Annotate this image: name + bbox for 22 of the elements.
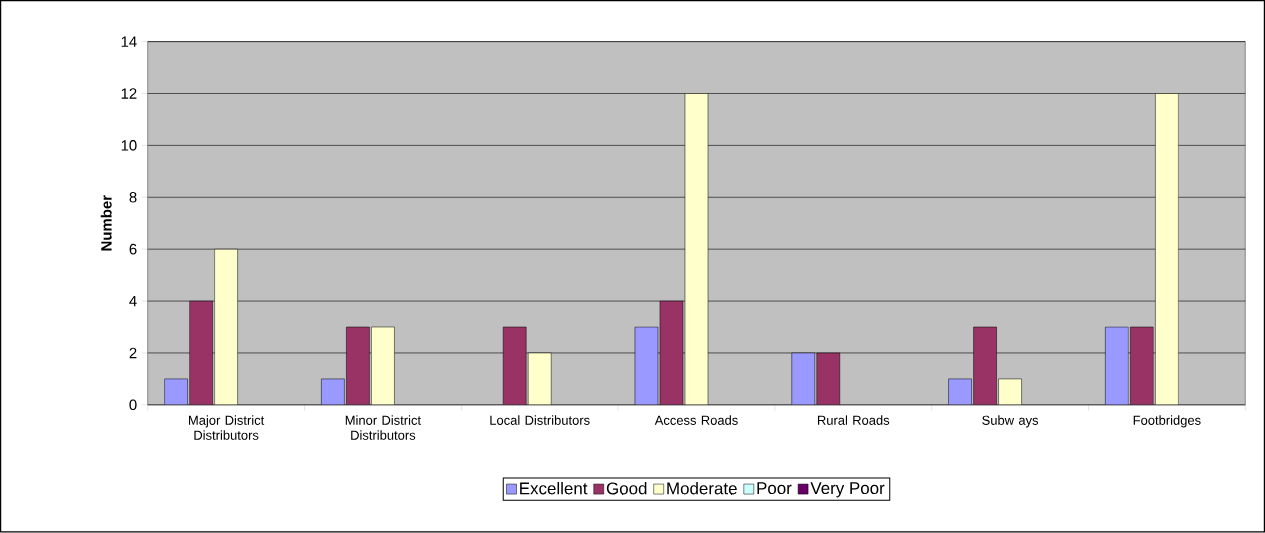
- legend-label: Moderate: [667, 482, 737, 495]
- y-tick-label: 0: [129, 399, 137, 411]
- y-tick-label: 8: [129, 192, 137, 203]
- x-tick-label: Rural Roads: [817, 415, 890, 426]
- y-tick-label: 12: [121, 88, 137, 99]
- legend-label: Very Poor: [810, 482, 885, 498]
- x-tick-label: Access Roads: [654, 415, 738, 426]
- y-tick-label: 2: [129, 347, 137, 359]
- legend-label: Good: [606, 482, 647, 495]
- x-tick-label: Footbridges: [1133, 415, 1201, 428]
- y-tick-label: 10: [121, 140, 137, 151]
- x-tick-label: Subw ays: [982, 415, 1039, 428]
- x-tick-label: Minor District Distributors: [345, 415, 421, 441]
- y-tick-label: 4: [129, 296, 137, 307]
- x-tick-label: Local Distributors: [490, 415, 590, 426]
- x-tick-label: Major District Distributors: [189, 415, 265, 441]
- y-axis-title: Number: [100, 195, 112, 251]
- bar: [164, 378, 188, 406]
- y-tick-label: 6: [129, 244, 137, 255]
- legend-label: Excellent: [520, 482, 588, 495]
- y-tick-label: 14: [121, 36, 137, 47]
- legend-label: Poor: [757, 482, 792, 495]
